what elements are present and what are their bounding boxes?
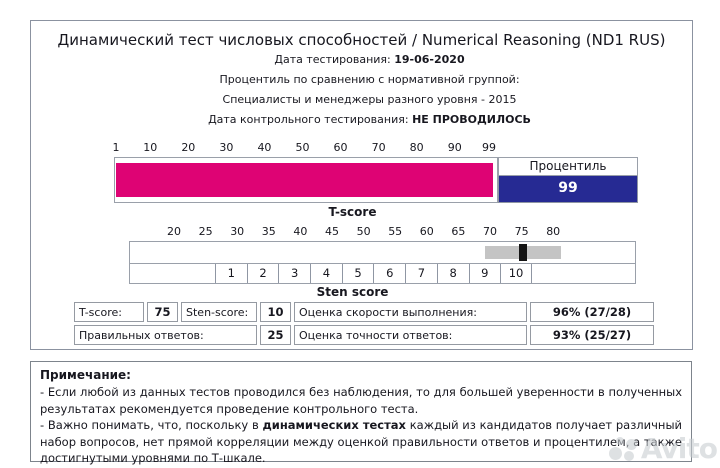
percentile-tick: 50 <box>295 141 310 154</box>
percentile-tick: 80 <box>409 141 424 154</box>
note-title: Примечание: <box>40 368 131 382</box>
tscore-tick: 70 <box>483 225 497 238</box>
test-date-label: Дата тестирования: <box>274 53 391 66</box>
tscore-tick: 35 <box>261 225 276 238</box>
tscore-tick: 80 <box>546 225 561 238</box>
results-table: T-score: 75 Sten-score: 10 Оценка скорос… <box>74 302 654 345</box>
tscore-title: T-score <box>328 205 377 219</box>
tscore-tick: 45 <box>325 225 339 238</box>
sten-scale: 1 2 3 4 5 6 7 8 9 10 <box>129 264 636 284</box>
sten-result-value: 10 <box>260 302 291 322</box>
percentile-value: 99 <box>498 176 638 203</box>
tscore-track <box>129 241 636 264</box>
report-title: Динамический тест числовых способностей … <box>57 31 666 49</box>
tscore-tick: 75 <box>514 225 529 238</box>
tscore-tick: 55 <box>388 225 403 238</box>
correct-answers-label: Правильных ответов: <box>74 325 257 345</box>
tscore-tick: 65 <box>451 225 466 238</box>
norm-group-line: Специалисты и менеджеры разного уровня -… <box>222 93 517 106</box>
tscore-tick: 40 <box>293 225 308 238</box>
test-date-line: Дата тестирования: 19-06-2020 <box>47 50 692 70</box>
percentile-bar <box>116 163 493 197</box>
percentile-tick: 30 <box>219 141 234 154</box>
sten-cell-6: 6 <box>373 264 405 283</box>
note-line-1: - Если любой из данных тестов проводился… <box>40 385 682 416</box>
percentile-tick: 10 <box>143 141 158 154</box>
tscore-tick: 25 <box>198 225 213 238</box>
sten-cell-10: 10 <box>500 264 532 283</box>
sten-result-label: Sten-score: <box>181 302 257 322</box>
tscore-tick: 20 <box>167 225 181 238</box>
note-box: Примечание: - Если любой из данных тесто… <box>30 361 692 465</box>
tscore-axis: 20 25 30 35 40 45 50 55 60 65 70 75 80 <box>129 225 636 238</box>
percentile-label: Процентиль <box>498 157 638 176</box>
control-date-line: Дата контрольного тестирования: НЕ ПРОВО… <box>47 110 692 130</box>
tscore-result-label: T-score: <box>74 302 144 322</box>
sten-score-title: Sten score <box>316 285 389 299</box>
sten-cell-5: 5 <box>341 264 374 283</box>
tscore-result-value: 75 <box>147 302 178 322</box>
report-meta: Дата тестирования: 19-06-2020 Процентиль… <box>31 50 692 130</box>
sten-cell-7: 7 <box>405 264 437 283</box>
percentile-chart: 1 10 20 30 40 50 60 70 80 90 99 Процентиль 99 <box>112 141 638 203</box>
percentile-tick: 70 <box>371 141 386 154</box>
tscore-tick: 50 <box>356 225 371 238</box>
sten-cell-4: 4 <box>310 264 342 283</box>
percentile-tick: 60 <box>333 141 348 154</box>
control-date-value: НЕ ПРОВОДИЛОСЬ <box>412 113 531 126</box>
sten-cell-9: 9 <box>468 264 501 283</box>
percentile-bar-track <box>114 157 498 203</box>
report-card: Динамический тест числовых способностей … <box>30 20 693 350</box>
control-date-label: Дата контрольного тестирования: <box>208 113 409 126</box>
sten-cell-8: 8 <box>436 264 469 283</box>
percentile-tick: 20 <box>181 141 196 154</box>
sten-cell-3: 3 <box>278 264 310 283</box>
percentile-group-line: Процентиль по сравнению с нормативной гр… <box>219 73 520 86</box>
percentile-axis: 1 10 20 30 40 50 60 70 80 90 99 <box>112 141 638 154</box>
speed-result-value: 96% (27/28) <box>530 302 654 322</box>
accuracy-result-value: 93% (25/27) <box>530 325 654 345</box>
percentile-tick: 90 <box>447 141 462 154</box>
sten-cell-2: 2 <box>246 264 279 283</box>
tscore-tick: 60 <box>419 225 434 238</box>
tscore-marker <box>518 244 527 261</box>
percentile-tick: 40 <box>257 141 272 154</box>
correct-answers-value: 25 <box>260 325 291 345</box>
percentile-tick: 99 <box>482 141 496 154</box>
accuracy-result-label: Оценка точности ответов: <box>294 325 527 345</box>
note-line-2: - Важно понимать, что, поскольку в динам… <box>40 418 682 465</box>
speed-result-label: Оценка скорости выполнения: <box>294 302 527 322</box>
sten-cell-1: 1 <box>215 264 247 283</box>
sten-spacer <box>130 264 215 283</box>
percentile-tick: 1 <box>112 141 120 154</box>
test-date-value: 19-06-2020 <box>394 53 465 66</box>
tscore-tick: 30 <box>230 225 245 238</box>
